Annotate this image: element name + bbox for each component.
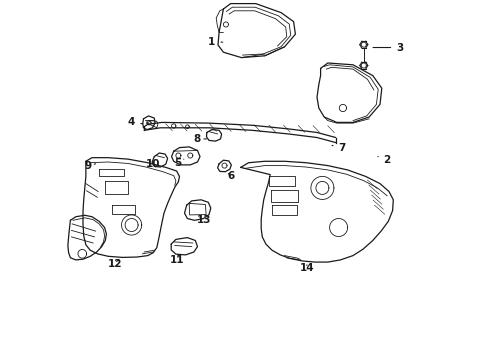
Text: 10: 10 [147,159,161,169]
Text: 12: 12 [107,258,122,269]
Text: 2: 2 [378,155,391,165]
Text: 5: 5 [173,158,184,168]
Text: 8: 8 [194,134,206,144]
Text: 3: 3 [373,42,403,53]
Text: 6: 6 [228,171,235,181]
Text: 9: 9 [84,161,96,171]
Text: 14: 14 [299,263,314,273]
Text: 11: 11 [170,255,185,265]
Text: 13: 13 [196,215,211,225]
Text: 1: 1 [208,37,222,47]
Text: 7: 7 [332,143,346,153]
Text: 4: 4 [128,117,143,127]
